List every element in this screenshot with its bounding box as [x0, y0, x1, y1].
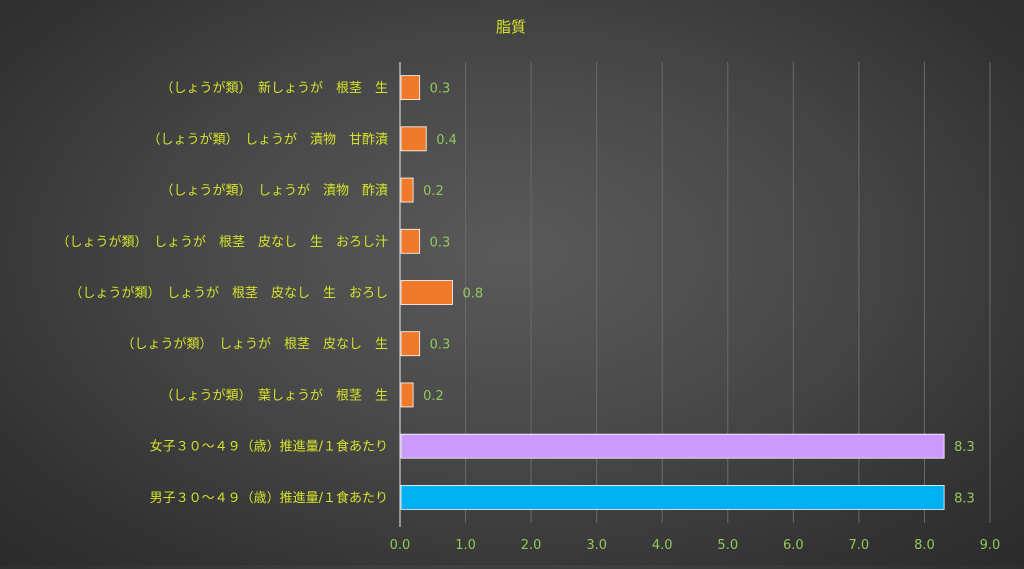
x-tick-label: 5.0 [717, 538, 738, 553]
bar [400, 433, 945, 459]
category-label: （しょうが類） しょうが 根茎 皮なし 生 おろし汁 [56, 235, 388, 250]
data-label: 0.8 [462, 287, 483, 302]
data-label: 0.2 [423, 389, 444, 404]
x-tick-label: 0.0 [390, 538, 411, 553]
category-label: （しょうが類） しょうが 漬物 甘酢漬 [147, 132, 388, 147]
bar [400, 331, 421, 357]
x-tick-label: 2.0 [521, 538, 542, 553]
bar [400, 484, 945, 510]
category-label: （しょうが類） しょうが 漬物 酢漬 [160, 184, 388, 199]
data-label: 0.4 [436, 133, 457, 148]
category-label: （しょうが類） しょうが 根茎 皮なし 生 おろし [69, 286, 388, 301]
category-label: （しょうが類） しょうが 根茎 皮なし 生 [121, 337, 388, 352]
category-label: （しょうが類） 新しょうが 根茎 生 [160, 80, 388, 96]
bar [400, 126, 427, 152]
category-label: 女子３０～４９（歳）推進量/１食あたり [150, 439, 388, 455]
data-label: 0.2 [423, 184, 444, 199]
data-labels: 0.3 0.4 0.2 0.3 0.8 0.3 0.2 8.3 8.3 [423, 82, 975, 507]
x-tick-label: 1.0 [455, 538, 476, 553]
bar [400, 75, 421, 101]
bars [400, 75, 945, 510]
bar [400, 177, 414, 203]
x-tick-label: 3.0 [586, 538, 607, 553]
category-label: 男子３０～４９（歳）推進量/１食あたり [150, 490, 388, 506]
chart-title: 脂質 [496, 18, 526, 36]
gridlines [399, 62, 991, 527]
x-tick-label: 8.0 [914, 538, 935, 553]
bar [400, 382, 414, 408]
bar [400, 228, 421, 254]
x-tick-label: 9.0 [980, 538, 1001, 553]
x-axis-ticks: 0.0 1.0 2.0 3.0 4.0 5.0 6.0 7.0 8.0 9.0 [390, 538, 1001, 553]
category-label: （しょうが類） 葉しょうが 根茎 生 [160, 388, 388, 403]
data-label: 0.3 [430, 82, 451, 97]
x-tick-label: 6.0 [783, 538, 804, 553]
x-tick-label: 4.0 [652, 538, 673, 553]
data-label: 0.3 [430, 338, 451, 353]
data-label: 8.3 [954, 491, 975, 506]
data-label: 8.3 [954, 440, 975, 455]
x-tick-label: 7.0 [849, 538, 870, 553]
data-label: 0.3 [430, 235, 451, 250]
bar [400, 280, 453, 305]
category-labels: （しょうが類） 新しょうが 根茎 生 （しょうが類） しょうが 漬物 甘酢漬 （しょ… [56, 80, 388, 506]
